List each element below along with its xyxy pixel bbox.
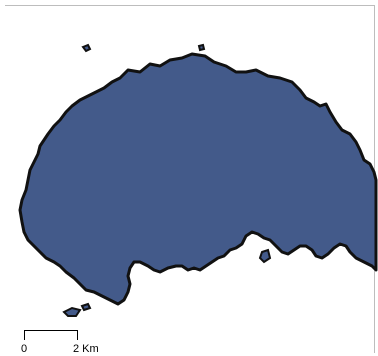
scale-bar (24, 330, 78, 342)
landmass (18, 52, 378, 306)
island-east (258, 248, 272, 264)
scale-bar-line (24, 330, 78, 340)
island-top-center (197, 43, 206, 52)
island-north (81, 43, 92, 53)
island-southwest-1 (62, 306, 82, 317)
scale-start-label: 0 (21, 343, 28, 355)
island-southwest-2 (80, 302, 92, 312)
scale-end-label: 2 Km (73, 343, 99, 355)
